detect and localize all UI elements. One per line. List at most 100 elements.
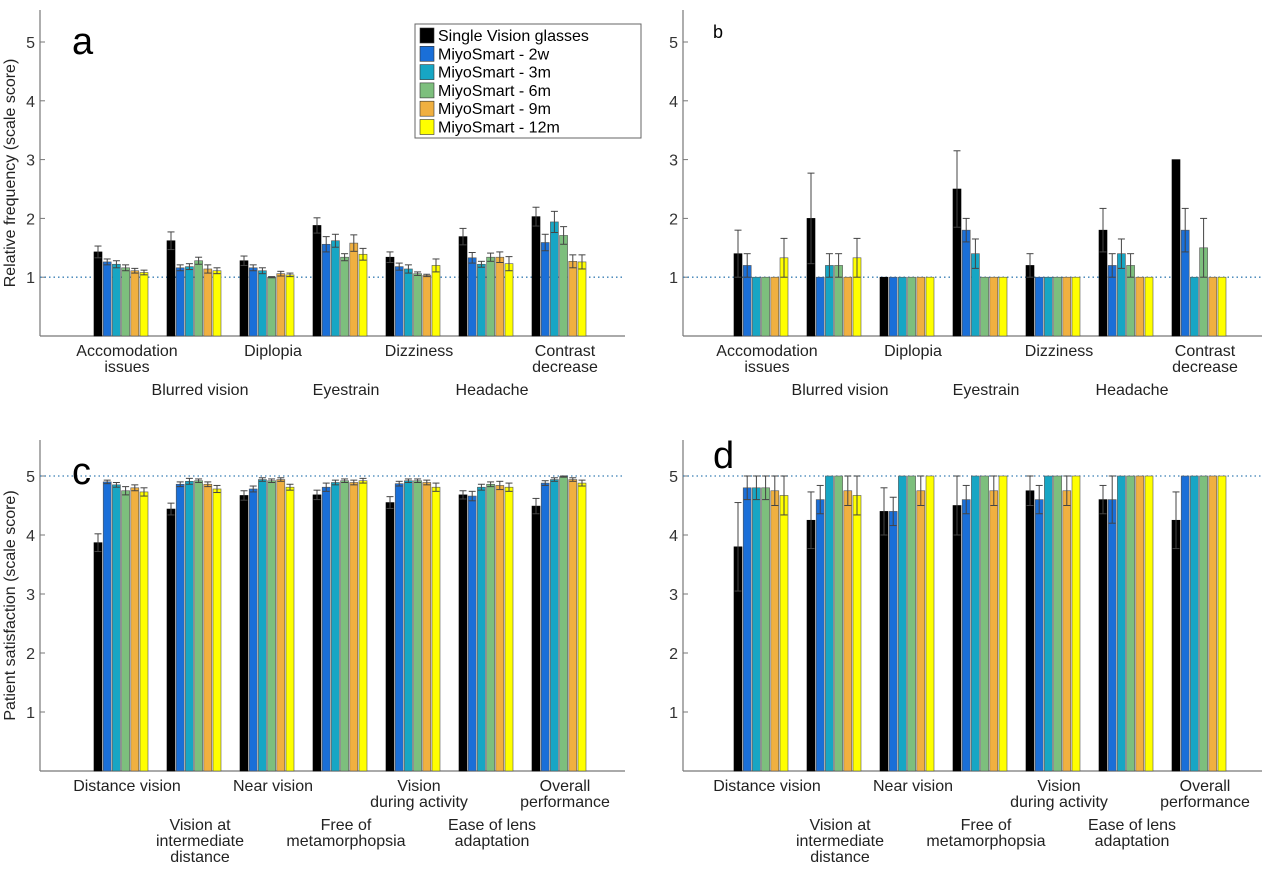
- bar: [431, 265, 441, 337]
- bar: [568, 479, 578, 772]
- bar: [267, 480, 276, 772]
- bar: [166, 240, 176, 337]
- bar: [531, 216, 541, 337]
- bar: [194, 480, 203, 772]
- bar: [467, 257, 477, 337]
- bar: [139, 272, 149, 337]
- bar: [312, 225, 322, 337]
- bar: [1135, 276, 1145, 337]
- bar: [385, 502, 395, 772]
- bar: [285, 486, 295, 772]
- bar: [130, 270, 140, 337]
- bar: [815, 499, 825, 772]
- bar: [1171, 519, 1181, 772]
- bar: [998, 276, 1008, 337]
- bar: [916, 276, 926, 337]
- bar: [121, 267, 130, 337]
- category-label-line: adaptation: [455, 833, 530, 850]
- y-tick-label: 2: [26, 211, 35, 228]
- bar: [1217, 276, 1227, 337]
- category-label: Near vision: [873, 778, 953, 795]
- bar: [404, 268, 413, 337]
- category-label: Overall performance: [520, 778, 610, 811]
- category-label-line: performance: [520, 794, 610, 811]
- bar: [559, 476, 568, 772]
- bar: [1144, 276, 1154, 337]
- category-label-line: decrease: [532, 359, 598, 376]
- bar: [806, 519, 816, 772]
- bar: [1180, 475, 1190, 772]
- category-label-line: Diplopia: [884, 343, 942, 360]
- category-label-line: Dizziness: [1025, 343, 1093, 360]
- category-label-line: Ease of lens: [448, 817, 536, 834]
- bar: [112, 263, 121, 337]
- bar: [961, 229, 971, 337]
- y-tick-label: 3: [669, 587, 678, 604]
- category-label-line: Headache: [456, 382, 529, 399]
- bar: [504, 263, 514, 337]
- bar: [185, 481, 194, 772]
- y-axis-label: Relative frequency (scale score): [2, 59, 19, 288]
- category-label-line: Eyestrain: [313, 382, 380, 399]
- y-tick-label: 1: [26, 270, 35, 287]
- bar: [112, 484, 121, 772]
- bar: [194, 260, 203, 337]
- bar: [761, 276, 770, 337]
- category-label: Dizziness: [1025, 343, 1093, 360]
- bar: [239, 260, 249, 337]
- category-label: Blurred vision: [152, 382, 249, 399]
- panel-c: 1 2 3 4 5 Distance vision Vision at intermediat…: [2, 440, 625, 866]
- y-tick-label: 1: [669, 705, 678, 722]
- bar: [1062, 276, 1072, 337]
- bar: [989, 490, 999, 772]
- bar: [1044, 276, 1053, 337]
- bar: [185, 266, 194, 337]
- bar: [166, 508, 176, 772]
- bar: [486, 483, 495, 772]
- category-label-line: Near vision: [233, 778, 313, 795]
- bar: [1190, 276, 1199, 337]
- bar: [577, 482, 587, 772]
- category-label: Accomodation issues: [716, 343, 817, 376]
- category-label-line: Accomodation: [76, 343, 177, 360]
- bar: [102, 261, 112, 337]
- legend-swatch: [419, 27, 435, 44]
- y-tick-label: 1: [669, 270, 678, 287]
- bar: [276, 273, 286, 337]
- category-label: Contrast decrease: [1172, 343, 1238, 376]
- bar: [422, 482, 432, 772]
- bar: [349, 482, 359, 772]
- category-label: Vision during activity: [370, 778, 468, 811]
- category-label-line: Distance vision: [713, 778, 821, 795]
- legend-label: MiyoSmart - 2w: [438, 46, 550, 63]
- category-label-line: distance: [810, 849, 870, 866]
- category-label: Vision during activity: [1010, 778, 1108, 811]
- category-label: Vision at intermediate distance: [156, 817, 244, 866]
- legend-swatch: [419, 64, 435, 80]
- category-label: Ease of lens adaptation: [1088, 817, 1176, 850]
- bar: [486, 256, 495, 337]
- bar: [93, 251, 103, 337]
- bar: [458, 236, 468, 337]
- bar: [550, 221, 559, 337]
- category-label-line: Free of: [961, 817, 1012, 834]
- bar: [761, 487, 770, 772]
- category-label-line: intermediate: [796, 833, 884, 850]
- category-label-line: distance: [170, 849, 230, 866]
- bar: [1098, 499, 1108, 772]
- category-label-line: issues: [744, 359, 789, 376]
- bar: [1025, 490, 1035, 772]
- bar: [1062, 490, 1072, 772]
- y-tick-label: 4: [26, 94, 35, 111]
- bar: [852, 495, 862, 772]
- panel-label: c: [72, 451, 91, 493]
- bar: [550, 479, 559, 772]
- bar: [130, 487, 140, 772]
- bar: [340, 480, 349, 772]
- category-label-line: Overall: [1180, 778, 1231, 795]
- bar: [925, 276, 935, 337]
- bar: [568, 261, 578, 337]
